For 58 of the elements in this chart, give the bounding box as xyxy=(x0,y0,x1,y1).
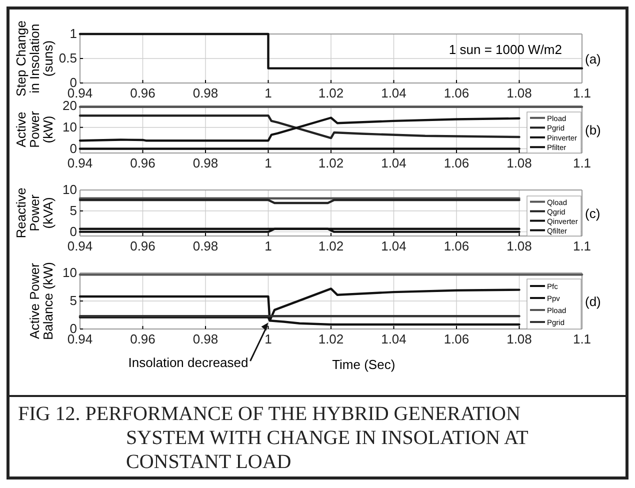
x-tick-label: 1.04 xyxy=(381,86,406,101)
x-axis-title: Time (Sec) xyxy=(332,357,396,372)
x-tick-label: 1.02 xyxy=(318,86,344,101)
x-tick-label: 1.1 xyxy=(572,238,592,254)
x-tick-label: 1.04 xyxy=(381,332,406,347)
x-tick-label: 1 xyxy=(264,86,272,101)
x-tick-label: 1.06 xyxy=(444,86,470,101)
y-axis-title: Active Power (kW) xyxy=(13,110,56,148)
annotation: Insolation decreased xyxy=(128,355,248,370)
text: (c) xyxy=(585,206,600,221)
x-tick-label: 1.08 xyxy=(506,332,532,347)
y-tick-label: 20 xyxy=(62,98,77,114)
x-tick-label: 1.1 xyxy=(572,332,592,347)
x-tick-label: 0.94 xyxy=(67,156,93,171)
x-tick-label: 1 xyxy=(264,238,272,254)
x-tick-label: 1.06 xyxy=(444,238,470,254)
x-tick-label: 1.08 xyxy=(506,86,532,101)
x-tick-label: 1.06 xyxy=(444,156,470,171)
x-tick-label: 0.94 xyxy=(67,238,93,254)
y-tick-label: 0.5 xyxy=(58,50,77,66)
x-tick-label: 0.94 xyxy=(67,332,93,347)
x-tick-label: 1.1 xyxy=(572,86,592,101)
y-tick-label: 0 xyxy=(70,140,77,156)
annotation: 1 sun = 1000 W/m2 xyxy=(448,42,562,57)
text: (d) xyxy=(585,294,601,309)
y-axis-title: Reactive Power (kVA) xyxy=(13,188,56,238)
y-tick-label: 0 xyxy=(70,224,77,239)
x-tick-label: 1.08 xyxy=(506,238,532,254)
y-tick-label: 10 xyxy=(62,182,77,198)
x-tick-label: 1.1 xyxy=(572,156,592,171)
x-tick-label: 0.98 xyxy=(192,332,218,347)
y-tick-label: 1 xyxy=(70,26,77,42)
x-tick-label: 1.04 xyxy=(381,156,406,171)
x-tick-label: 0.98 xyxy=(192,156,218,171)
x-tick-label: 1 xyxy=(264,156,272,171)
y-axis-title: Active Power Balance (kW) xyxy=(26,262,56,340)
x-tick-label: 0.94 xyxy=(67,86,93,101)
x-tick-label: 0.98 xyxy=(192,86,218,101)
x-tick-label: 0.98 xyxy=(192,238,218,254)
x-tick-label: 0.96 xyxy=(130,332,156,347)
x-tick-label: 0.96 xyxy=(130,156,156,171)
x-tick-label: 1.08 xyxy=(506,156,532,171)
x-tick-label: 0.96 xyxy=(130,86,156,101)
x-tick-label: 1.02 xyxy=(318,156,344,171)
y-axis-title: Step Change in Insolation (suns) xyxy=(13,20,56,96)
x-tick-label: 1 xyxy=(264,332,272,347)
x-tick-label: 1.04 xyxy=(381,238,406,254)
text: (a) xyxy=(585,52,601,66)
x-tick-label: 1.06 xyxy=(444,332,470,347)
x-tick-label: 1.02 xyxy=(318,238,344,254)
x-tick-label: 1.02 xyxy=(318,332,344,347)
text: FIG 12. PERFORMANCE OF THE HYBRID GENERATION SYSTEM WITH CHANGE IN INSOLATION AT CONSTANT LOAD xyxy=(18,403,528,473)
x-tick-label: 0.96 xyxy=(130,238,156,254)
y-tick-label: 5 xyxy=(70,293,77,308)
text: (b) xyxy=(585,122,601,138)
y-tick-label: 10 xyxy=(62,120,77,135)
y-tick-label: 10 xyxy=(62,265,77,280)
y-tick-label: 5 xyxy=(70,203,77,218)
